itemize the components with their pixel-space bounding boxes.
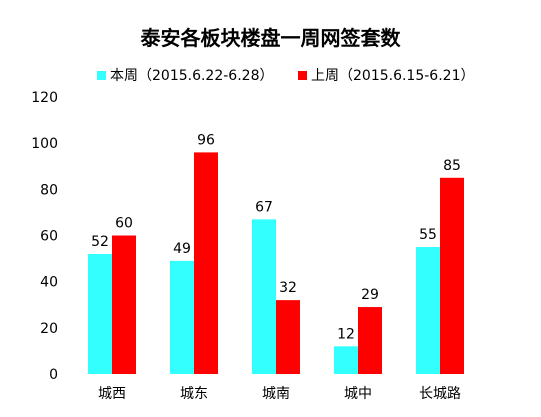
y-tick-label: 80 (40, 182, 58, 198)
bar-last-week (440, 177, 464, 374)
x-category-label: 城中 (344, 386, 372, 402)
legend-item-last-week: 上周（2015.6.15-6.21） (298, 65, 474, 85)
x-category-label: 城南 (262, 386, 290, 402)
y-tick-label: 100 (31, 136, 58, 152)
data-label: 85 (443, 158, 461, 174)
bar-this-week (334, 346, 358, 374)
data-label: 55 (419, 227, 437, 243)
legend-swatch-this-week (97, 70, 106, 80)
y-tick-label: 60 (40, 229, 58, 245)
legend-item-this-week: 本周（2015.6.22-6.28） (97, 65, 273, 85)
data-label: 52 (91, 234, 109, 250)
bar-this-week (416, 247, 440, 374)
data-label: 29 (361, 287, 379, 303)
bar-this-week (88, 253, 112, 374)
y-tick-label: 40 (40, 275, 58, 291)
data-label: 67 (255, 199, 273, 215)
data-label: 12 (337, 326, 355, 342)
bar-last-week (112, 235, 136, 374)
x-category-label: 城西 (98, 386, 126, 402)
bar-last-week (276, 300, 300, 374)
data-label: 49 (173, 241, 191, 257)
data-label: 32 (279, 280, 297, 296)
bar-last-week (194, 152, 218, 374)
x-category-label: 城东 (180, 386, 208, 402)
y-tick-label: 20 (40, 321, 58, 337)
y-tick-label: 0 (49, 367, 58, 383)
y-tick-label: 120 (31, 90, 58, 106)
x-category-label: 长城路 (419, 386, 461, 402)
bar-last-week (358, 307, 382, 374)
data-label: 96 (197, 132, 215, 148)
bar-this-week (170, 260, 194, 374)
chart-title: 泰安各板块楼盘一周网签套数 (140, 26, 401, 50)
bar-this-week (252, 219, 276, 374)
legend-label-this-week: 本周（2015.6.22-6.28） (110, 68, 274, 84)
legend-swatch-last-week (298, 70, 307, 80)
data-label: 60 (115, 216, 133, 232)
legend-label-last-week: 上周（2015.6.15-6.21） (311, 68, 475, 84)
